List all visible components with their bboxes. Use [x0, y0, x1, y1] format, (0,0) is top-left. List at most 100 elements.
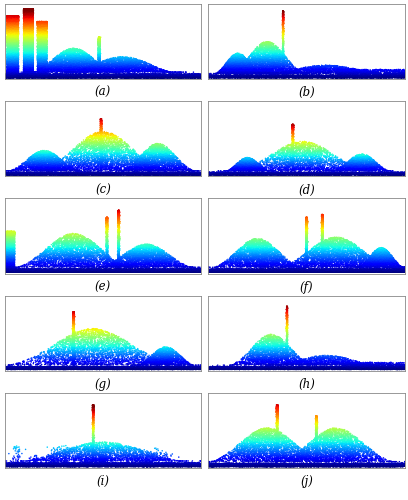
Point	[42, 22, 48, 30]
Point	[22, 40, 29, 48]
Point	[40, 63, 47, 71]
Point	[290, 150, 297, 158]
Point	[173, 364, 179, 372]
Point	[75, 52, 82, 60]
Point	[193, 171, 200, 179]
Point	[98, 264, 104, 272]
Point	[237, 70, 243, 78]
Point	[145, 243, 152, 251]
Point	[367, 460, 374, 468]
Point	[268, 365, 275, 373]
Point	[290, 146, 297, 154]
Point	[281, 356, 288, 364]
Point	[341, 72, 348, 80]
Point	[248, 440, 255, 448]
Point	[346, 170, 353, 178]
Point	[159, 258, 165, 266]
Point	[317, 170, 324, 178]
Point	[306, 364, 312, 372]
Point	[132, 61, 139, 69]
Point	[281, 365, 288, 373]
Point	[319, 212, 326, 220]
Point	[246, 56, 253, 64]
Point	[266, 430, 272, 438]
Point	[13, 62, 20, 70]
Point	[143, 266, 149, 274]
Point	[104, 232, 111, 240]
Point	[182, 267, 188, 275]
Point	[25, 62, 31, 70]
Point	[115, 210, 122, 218]
Point	[261, 244, 268, 252]
Point	[21, 364, 28, 372]
Point	[252, 452, 258, 460]
Point	[276, 163, 283, 171]
Point	[365, 362, 371, 370]
Point	[22, 44, 28, 52]
Point	[103, 248, 110, 256]
Point	[226, 365, 232, 373]
Point	[345, 461, 352, 469]
Point	[344, 69, 350, 77]
Point	[387, 72, 393, 80]
Point	[169, 71, 176, 79]
Point	[355, 462, 361, 469]
Point	[289, 268, 295, 276]
Point	[45, 72, 52, 80]
Point	[89, 455, 95, 463]
Point	[276, 267, 282, 275]
Point	[13, 14, 20, 22]
Point	[336, 462, 342, 469]
Point	[160, 354, 167, 362]
Point	[280, 20, 286, 28]
Point	[377, 244, 384, 252]
Point	[10, 56, 16, 64]
Point	[38, 60, 44, 68]
Point	[57, 346, 64, 354]
Point	[90, 409, 96, 417]
Point	[319, 218, 326, 226]
Point	[271, 61, 277, 69]
Point	[48, 166, 54, 174]
Point	[27, 26, 34, 34]
Point	[61, 442, 67, 450]
Point	[333, 74, 339, 82]
Point	[92, 131, 99, 139]
Point	[216, 170, 223, 178]
Point	[62, 450, 68, 458]
Point	[394, 169, 401, 177]
Point	[69, 170, 76, 178]
Point	[156, 72, 163, 80]
Point	[35, 22, 42, 30]
Point	[222, 460, 229, 468]
Point	[71, 344, 77, 351]
Point	[132, 352, 138, 360]
Point	[308, 139, 315, 147]
Point	[164, 74, 171, 82]
Point	[332, 64, 338, 72]
Point	[34, 456, 41, 464]
Point	[335, 246, 342, 254]
Point	[314, 460, 321, 468]
Point	[274, 455, 281, 463]
Point	[70, 318, 77, 326]
Point	[34, 22, 41, 30]
Point	[160, 70, 166, 78]
Point	[39, 166, 46, 174]
Point	[117, 355, 123, 363]
Point	[268, 245, 275, 253]
Point	[150, 72, 156, 80]
Point	[81, 56, 87, 64]
Point	[96, 39, 102, 47]
Point	[90, 268, 97, 276]
Point	[244, 252, 251, 260]
Point	[157, 360, 164, 368]
Point	[115, 248, 122, 256]
Point	[103, 258, 110, 266]
Point	[137, 268, 144, 276]
Point	[23, 266, 30, 274]
Point	[2, 234, 8, 241]
Point	[183, 168, 189, 176]
Point	[79, 72, 85, 80]
Point	[9, 266, 16, 274]
